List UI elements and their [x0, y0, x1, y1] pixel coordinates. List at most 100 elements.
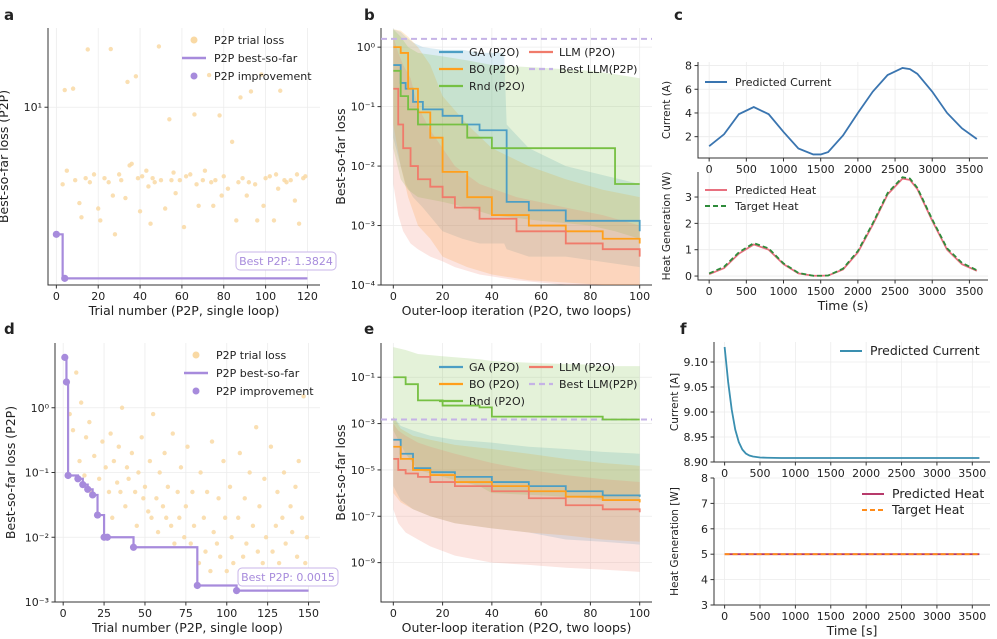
- y-tick-label: 10⁻³: [25, 596, 49, 609]
- trial-point: [246, 180, 252, 185]
- trial-point: [260, 560, 265, 566]
- x-tick-label: 1500: [817, 610, 845, 623]
- trial-point: [255, 549, 261, 554]
- legend-label: BO (P2O): [469, 63, 519, 76]
- trial-point: [217, 113, 222, 118]
- legend-label: Predicted Current: [735, 76, 832, 89]
- trial-point: [301, 394, 306, 399]
- legend-label: P2P improvement: [214, 70, 312, 83]
- x-tick-label: 500: [736, 285, 757, 298]
- legend-label: P2P best-so-far: [214, 52, 298, 65]
- best-annotation-box: [235, 251, 337, 271]
- legend-label: P2P improvement: [216, 385, 314, 398]
- trial-point: [206, 72, 212, 78]
- x-tick-label: 80: [583, 607, 597, 620]
- legend-label: Best LLM(P2P): [559, 378, 637, 391]
- trial-point: [261, 203, 266, 208]
- trial-point: [98, 218, 103, 223]
- x-tick-label: 500: [750, 467, 771, 480]
- trial-point: [85, 47, 90, 52]
- y-tick-label: 8.95: [684, 431, 709, 444]
- trial-point: [268, 444, 274, 449]
- trial-point: [262, 476, 267, 481]
- trial-point: [219, 193, 224, 198]
- trial-point: [177, 515, 182, 520]
- trial-point: [188, 172, 193, 177]
- legend-label: P2P trial loss: [214, 34, 284, 47]
- series-band: [393, 29, 640, 239]
- x-tick-label: 0: [60, 607, 67, 620]
- trial-point: [209, 439, 215, 444]
- trial-point: [182, 535, 187, 540]
- trial-point: [91, 172, 97, 177]
- legend-label: Rnd (P2O): [469, 395, 525, 408]
- x-tick-label: 25: [97, 607, 111, 620]
- x-tick-label: 0: [721, 610, 728, 623]
- legend-label: Predicted Heat: [735, 184, 817, 197]
- y-tick-label: 10⁻⁴: [351, 279, 376, 292]
- x-tick-label: 3000: [923, 610, 951, 623]
- y-axis-label: Heat Generation [W]: [669, 487, 681, 596]
- trial-point: [123, 504, 128, 509]
- legend: GA (P2O) LLM (P2O) BO (P2O) Best LLM(P2P) Rn…: [439, 46, 637, 93]
- x-tick-label: 60: [534, 607, 548, 620]
- trial-point: [118, 489, 123, 495]
- trial-point: [288, 178, 293, 183]
- trial-point: [132, 489, 138, 495]
- trial-point: [173, 191, 178, 196]
- trial-point: [123, 195, 128, 201]
- legend-label: Rnd (P2O): [469, 80, 525, 93]
- x-tick-label: 500: [736, 163, 757, 176]
- trial-point: [289, 529, 295, 535]
- trial-point: [181, 224, 187, 230]
- y-tick-label: 10⁻¹: [25, 467, 49, 480]
- trial-point: [283, 541, 288, 546]
- y-axis-label: Best-so-far loss: [333, 424, 348, 520]
- trial-point: [221, 458, 226, 464]
- trial-point: [126, 476, 131, 481]
- y-tick-label: 10¹: [24, 101, 42, 114]
- x-axis-label: Time [s]: [826, 623, 878, 638]
- x-tick-label: 50: [138, 607, 152, 620]
- x-tick-label: 2500: [881, 285, 909, 298]
- trial-point: [177, 178, 183, 183]
- series-line: [393, 64, 641, 232]
- trial-point: [124, 465, 130, 470]
- y-axis-label: Best-so-far loss (P2P): [0, 90, 11, 223]
- trial-point: [141, 496, 146, 501]
- trial-point: [79, 215, 84, 220]
- trial-point: [175, 489, 180, 495]
- y-tick-label: 9.10: [684, 356, 709, 369]
- trial-point: [146, 509, 151, 514]
- trial-point: [229, 139, 235, 145]
- improvement-point: [89, 491, 97, 499]
- y-tick-label: 9.05: [684, 381, 709, 394]
- trial-point: [244, 193, 249, 198]
- trial-point: [116, 172, 122, 177]
- y-tick-label: 10⁻¹: [351, 371, 375, 384]
- trial-point: [111, 458, 117, 464]
- series-line: [393, 457, 641, 513]
- y-tick-label: 8: [701, 472, 708, 485]
- trial-point: [294, 172, 300, 177]
- trial-point: [77, 200, 82, 206]
- trial-point: [242, 496, 247, 501]
- best-annotation-text: Best P2P: 0.0015: [241, 571, 335, 584]
- x-tick-label: 0: [53, 290, 60, 303]
- series-line: [393, 69, 640, 185]
- trial-point: [102, 176, 107, 181]
- improvement-point: [93, 511, 102, 519]
- trial-point: [211, 203, 216, 208]
- panel-label-c: c: [674, 6, 683, 24]
- trial-point: [133, 74, 139, 79]
- x-axis-label: Time (s): [817, 298, 869, 313]
- trial-point: [216, 496, 221, 501]
- x-tick-label: 2500: [888, 610, 916, 623]
- trial-point: [83, 435, 89, 440]
- trial-point: [252, 182, 258, 187]
- trial-point: [165, 484, 171, 490]
- trial-point: [257, 504, 262, 509]
- legend-label: Target Heat: [891, 502, 964, 517]
- y-axis-label: Current [A]: [669, 373, 681, 431]
- y-tick-label: 7: [701, 497, 708, 510]
